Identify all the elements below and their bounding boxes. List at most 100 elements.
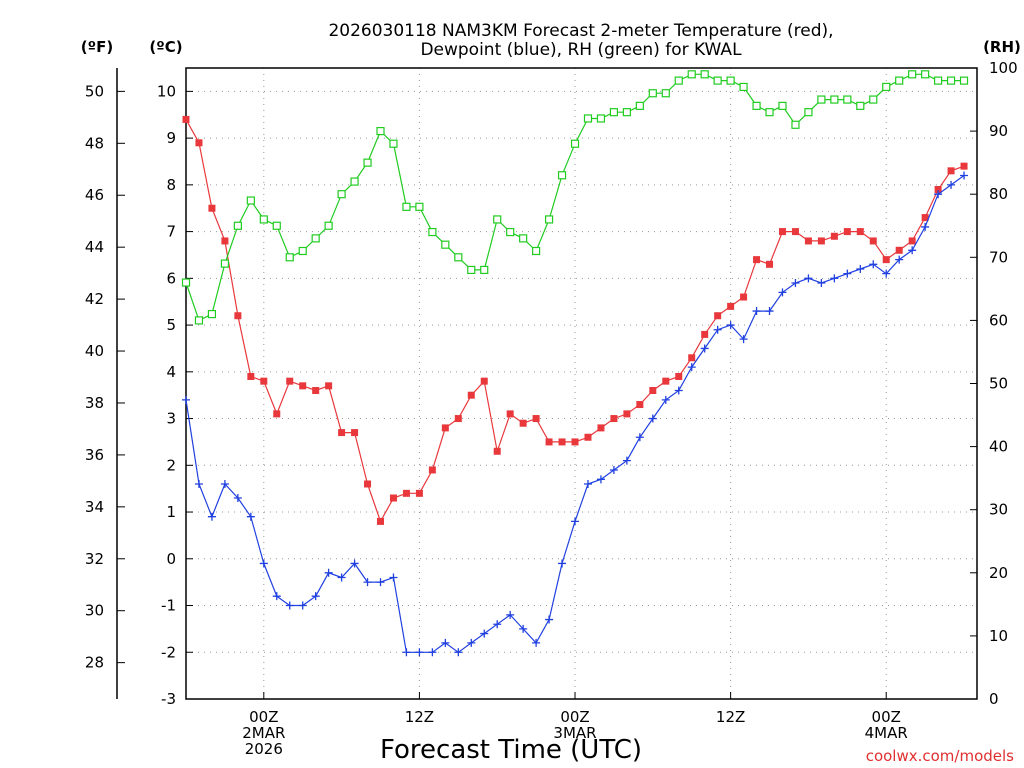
temperature-point	[584, 433, 592, 441]
dewpoint-point	[960, 171, 969, 180]
x-tick-label: 00Z	[560, 708, 589, 726]
temperature-point	[273, 410, 281, 418]
x-tick-label: 00Z	[872, 708, 901, 726]
dewpoint-point	[324, 568, 333, 577]
temperature-point	[727, 302, 735, 310]
dewpoint-point	[869, 260, 878, 269]
temperature-point	[182, 115, 190, 123]
rh-ticks: 0 10 20 30 40 50 60 70 80 90 100	[970, 59, 1018, 708]
x-tick-label: 2026	[245, 740, 283, 758]
rh-point	[233, 221, 242, 230]
dewpoint-point	[506, 610, 515, 619]
fahrenheit-tick-label: 44	[85, 238, 104, 256]
celsius-tick-label: 7	[166, 223, 176, 241]
rh-point	[959, 76, 969, 85]
temperature-point	[688, 354, 696, 362]
rh-point	[285, 253, 294, 262]
temperature-point	[299, 382, 307, 390]
temperature-point	[545, 438, 553, 446]
temperature-point	[740, 293, 748, 301]
rh-series	[181, 70, 969, 325]
rh-point	[674, 76, 683, 85]
rh-tick-label: 20	[989, 564, 1008, 582]
celsius-tick-label: 8	[166, 176, 176, 194]
temperature-point	[778, 228, 786, 236]
dewpoint-point	[674, 386, 683, 395]
dewpoint-point	[285, 601, 294, 610]
dewpoint-point	[480, 629, 489, 638]
dewpoint-point	[415, 648, 424, 657]
celsius-ticks: -3 -2 -1 0 1 2 3 4 5 6 7 8 9 10	[157, 82, 193, 708]
celsius-axis-label: (ºC)	[149, 38, 182, 56]
temperature-point	[480, 377, 488, 385]
temperature-point	[325, 382, 333, 390]
temperature-series	[182, 115, 968, 525]
dewpoint-point	[856, 264, 865, 273]
rh-point	[687, 70, 696, 79]
rh-line	[185, 73, 964, 322]
celsius-tick-label: 9	[166, 129, 176, 147]
rh-point	[506, 227, 515, 237]
rh-point	[324, 221, 333, 230]
dewpoint-point	[882, 269, 891, 278]
dewpoint-point	[194, 479, 203, 488]
temperature-point	[701, 330, 709, 338]
dewpoint-point	[596, 475, 605, 484]
temperature-point	[532, 415, 540, 423]
temperature-point	[597, 424, 605, 432]
temperature-point	[234, 312, 242, 320]
dewpoint-point	[726, 321, 735, 330]
x-tick-label: 00Z	[249, 708, 278, 726]
celsius-tick-label: -3	[161, 690, 176, 708]
rh-tick-label: 100	[989, 59, 1018, 77]
temperature-point	[260, 377, 268, 385]
temperature-point	[610, 415, 618, 423]
rh-tick-label: 60	[989, 311, 1008, 329]
rh-point	[207, 309, 217, 319]
rh-point	[856, 101, 865, 110]
temperature-point	[377, 517, 385, 525]
rh-point	[389, 139, 398, 148]
temperature-point	[804, 237, 812, 245]
dewpoint-point	[298, 601, 307, 610]
celsius-tick-label: 6	[166, 269, 176, 287]
temperature-point	[506, 410, 514, 418]
temperature-point	[830, 232, 838, 240]
rh-point	[778, 101, 787, 110]
temperature-point	[869, 237, 877, 245]
dewpoint-point	[765, 307, 774, 316]
temperature-point	[467, 391, 475, 399]
temperature-point	[921, 214, 929, 222]
temperature-point	[856, 228, 864, 236]
rh-point	[220, 259, 230, 268]
dewpoint-point	[817, 279, 826, 288]
rh-point	[583, 114, 593, 123]
dewpoint-point	[571, 517, 580, 526]
dewpoint-point	[609, 465, 618, 474]
rh-point	[726, 76, 735, 85]
fahrenheit-tick-label: 34	[85, 498, 104, 516]
rh-tick-label: 90	[989, 122, 1008, 140]
rh-point	[635, 101, 644, 110]
dewpoint-point	[934, 190, 943, 199]
dewpoint-point	[207, 512, 216, 521]
credit-text: coolwx.com/models	[866, 747, 1014, 765]
rh-point	[882, 82, 891, 92]
x-axis-label: Forecast Time (UTC)	[380, 735, 642, 765]
temperature-point	[934, 186, 942, 194]
temperature-point	[558, 438, 566, 446]
dewpoint-point	[622, 456, 631, 465]
rh-point	[181, 278, 191, 287]
temperature-point	[636, 401, 644, 409]
dewpoint-point	[752, 307, 761, 316]
rh-point	[415, 202, 424, 211]
x-tick-label: 12Z	[716, 708, 745, 726]
rh-point	[467, 265, 476, 275]
temperature-point	[843, 228, 851, 236]
temperature-point	[662, 377, 670, 385]
dewpoint-point	[895, 255, 904, 264]
temperature-point	[753, 256, 761, 264]
dewpoint-point	[259, 559, 268, 568]
dewpoint-point	[246, 512, 255, 521]
rh-point	[402, 202, 411, 211]
